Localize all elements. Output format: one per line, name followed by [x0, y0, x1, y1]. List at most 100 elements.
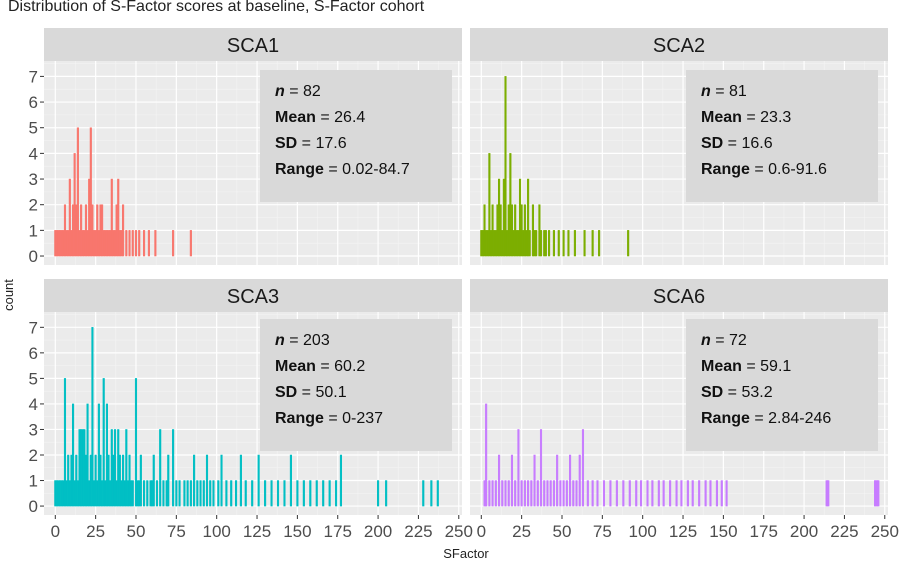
histogram-bar	[581, 429, 585, 507]
y-tick-label: 4	[29, 144, 38, 163]
histogram-bar	[556, 454, 559, 507]
facet-strip-label: SCA2	[653, 35, 705, 57]
histogram-bar	[544, 230, 547, 257]
histogram-bar	[704, 480, 707, 507]
stat-n: n = 203	[275, 332, 330, 349]
histogram-bar	[71, 403, 75, 507]
stat-separator: =	[297, 135, 315, 152]
y-tick-label: 0	[29, 497, 38, 516]
stat-separator: =	[316, 109, 334, 126]
histogram-bar	[189, 230, 192, 257]
stat-sd-label: SD	[275, 135, 297, 152]
histogram-bar	[183, 480, 186, 507]
histogram-bar	[68, 178, 71, 257]
histogram-bar	[546, 480, 549, 507]
histogram-bar	[698, 480, 701, 507]
histogram-bar	[635, 480, 638, 507]
stat-sd: SD = 17.6	[275, 135, 347, 152]
x-tick-label: 175	[324, 522, 352, 541]
stat-range-label: Range	[275, 161, 324, 178]
histogram-bar	[209, 480, 212, 507]
y-tick-label: 7	[29, 318, 38, 337]
y-axis-title: count	[1, 279, 16, 311]
figure-title: Distribution of S-Factor scores at basel…	[8, 0, 425, 15]
histogram-bar	[131, 480, 134, 507]
histogram-bar	[154, 230, 157, 257]
histogram-bar	[569, 454, 572, 507]
histogram-bar	[134, 378, 138, 507]
stat-mean-value: 26.4	[334, 109, 365, 126]
histogram-bar	[186, 480, 189, 507]
histogram-bar	[491, 480, 494, 507]
histogram-bar	[827, 480, 830, 507]
histogram-bar	[193, 454, 196, 507]
x-tick-label: 250	[445, 522, 473, 541]
histogram-bar	[276, 480, 280, 507]
histogram-bar	[591, 230, 594, 257]
y-tick-label: 5	[29, 369, 38, 388]
stat-n-value: 72	[729, 332, 747, 349]
y-tick-label: 5	[29, 119, 38, 138]
stat-n-label: n	[275, 83, 285, 100]
x-tick-label: 225	[830, 522, 858, 541]
y-tick-label: 1	[29, 472, 38, 491]
histogram-bar	[507, 480, 510, 507]
stat-separator: =	[750, 161, 768, 178]
histogram-bar	[552, 230, 555, 257]
stat-mean: Mean = 60.2	[275, 358, 365, 375]
histogram-bar	[528, 230, 531, 257]
facet-strip	[44, 28, 462, 61]
x-tick-label: 250	[871, 522, 899, 541]
stat-range: Range = 0.6-91.6	[701, 161, 827, 178]
histogram-bar	[138, 230, 141, 257]
histogram-bar	[257, 454, 260, 507]
histogram-bar	[76, 127, 79, 257]
histogram-bar	[586, 480, 589, 507]
histogram-bar	[691, 480, 694, 507]
stat-sd-label: SD	[701, 384, 723, 401]
stat-separator: =	[285, 83, 303, 100]
stat-sd: SD = 50.1	[275, 384, 347, 401]
stat-separator: =	[723, 135, 741, 152]
stat-separator: =	[711, 332, 729, 349]
histogram-bar	[128, 230, 131, 257]
stats-box	[260, 319, 452, 451]
histogram-bar	[159, 429, 162, 507]
stat-n-label: n	[275, 332, 285, 349]
stat-n-label: n	[701, 332, 711, 349]
histogram-bar	[552, 480, 555, 507]
histogram-bar	[494, 480, 497, 507]
histogram-bar	[520, 480, 523, 507]
stat-range: Range = 0-237	[275, 410, 383, 427]
histogram-bar	[485, 403, 488, 507]
stat-n-value: 81	[729, 83, 747, 100]
y-tick-label: 1	[29, 221, 38, 240]
histogram-bar	[559, 480, 562, 507]
histogram-bar	[662, 480, 665, 507]
histogram-bar	[205, 454, 209, 507]
histogram-bar	[244, 480, 247, 507]
facet-strip-label: SCA6	[653, 286, 705, 308]
x-tick-label: 75	[593, 522, 612, 541]
stat-separator: =	[297, 384, 315, 401]
stat-separator: =	[750, 410, 768, 427]
histogram-bar	[488, 480, 491, 507]
x-tick-label: 200	[364, 522, 392, 541]
histogram-bar	[289, 454, 292, 507]
histogram-bar	[578, 454, 581, 507]
histogram-bar	[175, 480, 178, 507]
stat-separator: =	[711, 83, 729, 100]
histogram-bar	[680, 480, 683, 507]
histogram-bar	[436, 480, 439, 507]
stat-mean-label: Mean	[701, 358, 742, 375]
histogram-bar	[264, 480, 267, 507]
histogram-bar	[562, 230, 565, 257]
histogram-bar	[497, 454, 501, 507]
histogram-bar	[510, 454, 514, 507]
x-tick-label: 150	[709, 522, 737, 541]
histogram-bar	[309, 480, 312, 507]
stat-n: n = 81	[701, 83, 747, 100]
panel-sca1: SCA1 n = 82 Mean = 26.4 SD = 17.6 Range = 0.…	[29, 28, 462, 266]
facet-strip-label: SCA3	[227, 286, 279, 308]
